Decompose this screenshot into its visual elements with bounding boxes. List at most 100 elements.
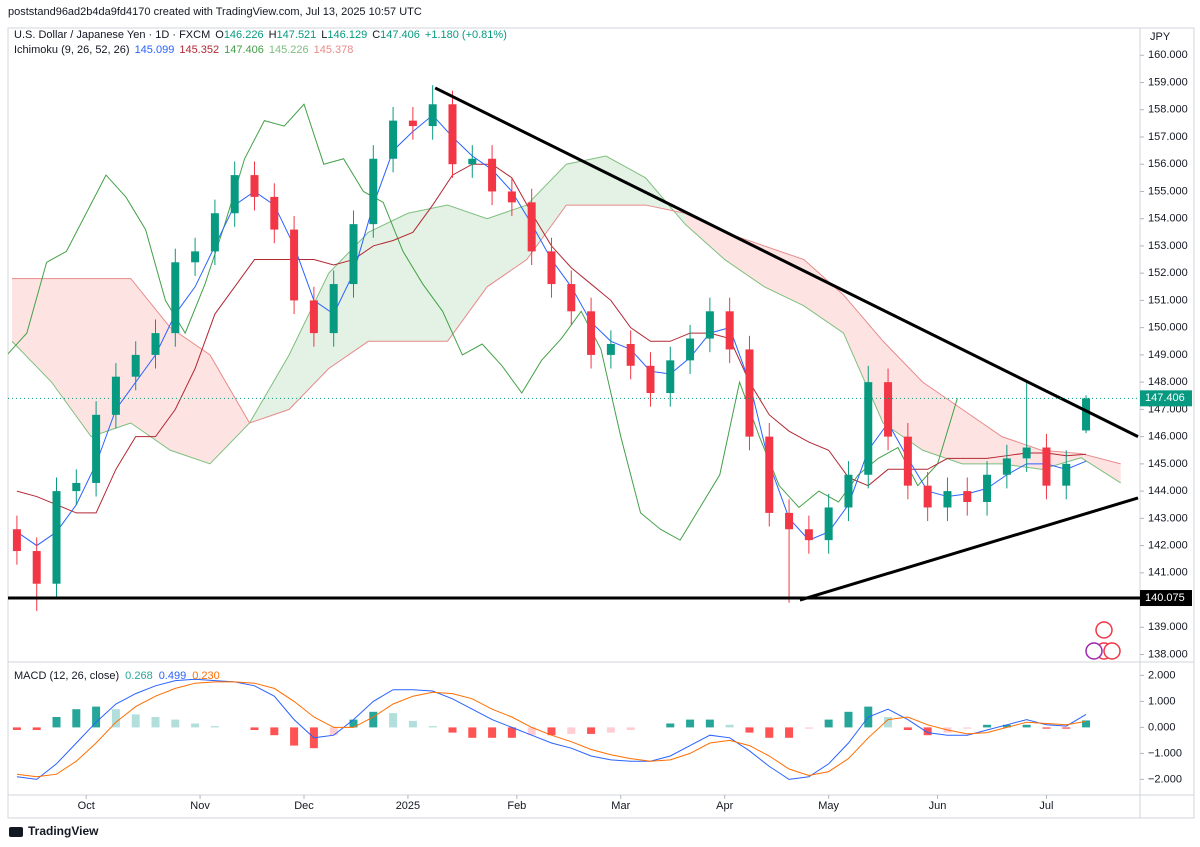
candle-body	[1062, 463, 1071, 486]
candle-body	[804, 529, 813, 541]
cloud-fill	[764, 245, 804, 306]
candle-body	[983, 474, 992, 502]
cloud-fill	[605, 156, 646, 206]
cloud-fill	[487, 205, 527, 287]
histogram-bar	[448, 727, 457, 733]
ohlc-label: C	[372, 29, 380, 41]
candle-body	[12, 529, 21, 552]
y-tick-label: 154.000	[1148, 213, 1188, 225]
histogram-bar	[210, 726, 219, 728]
y-tick-label: 157.000	[1148, 131, 1188, 143]
ohlc-label: H	[269, 29, 277, 41]
candle-body	[1022, 447, 1031, 459]
candle-body	[824, 507, 833, 541]
candle-body	[171, 262, 180, 334]
legend-price: U.S. Dollar / Japanese Yen · 1D · FXCM O1…	[14, 29, 507, 41]
macd-y-tick-label: 0.000	[1148, 721, 1176, 733]
histogram-bar	[903, 727, 912, 730]
histogram-bar	[1022, 724, 1031, 728]
histogram-bar	[369, 711, 378, 728]
macd-label: MACD (12, 26, close)	[14, 670, 119, 682]
candle-body	[1082, 398, 1091, 431]
y-tick-label: 153.000	[1148, 240, 1188, 252]
macd-y-tick-label: 2.000	[1148, 669, 1176, 681]
candle-body	[309, 300, 318, 334]
candle-body	[686, 338, 695, 361]
histogram-bar	[884, 717, 893, 728]
x-tick-label: Feb	[507, 800, 526, 812]
histogram-bar	[804, 727, 813, 729]
cloud-fill	[883, 341, 923, 451]
x-tick-label: Oct	[78, 800, 95, 812]
candle-body	[270, 196, 279, 230]
span-a	[11, 155, 1121, 484]
legend-ichimoku: Ichimoku (9, 26, 52, 26) 145.099 145.352 14…	[14, 44, 353, 56]
trend-line	[434, 86, 1139, 438]
ohlc-label: L	[321, 29, 327, 41]
histogram-bar	[1002, 724, 1011, 728]
candle-body	[725, 311, 734, 350]
histogram-bar	[488, 727, 497, 738]
last-price-label: 147.406	[1145, 392, 1185, 404]
histogram-bar	[606, 727, 615, 733]
candle-body	[626, 344, 635, 366]
candle-body	[587, 311, 596, 355]
histogram-bar	[72, 709, 81, 728]
candle-body	[369, 158, 378, 225]
histogram-bar	[507, 727, 516, 738]
trend-line	[799, 496, 1139, 602]
ichimoku-label: Ichimoku (9, 26, 52, 26)	[14, 44, 130, 56]
histogram-bar	[824, 719, 833, 728]
cloud-fill	[843, 294, 884, 423]
histogram-bar	[270, 727, 279, 736]
histogram-bar	[329, 727, 338, 736]
tenkan-value: 145.099	[135, 44, 175, 56]
histogram-bar	[32, 727, 41, 730]
ohlc-value: 147.406	[380, 29, 420, 41]
cloud-fill	[91, 278, 131, 437]
candle-body	[884, 382, 893, 437]
candle-body	[864, 382, 873, 475]
candle-body	[52, 491, 61, 584]
x-tick-label: Nov	[190, 800, 210, 812]
span-b	[11, 204, 1121, 465]
instrument: U.S. Dollar / Japanese Yen · 1D · FXCM	[14, 29, 210, 41]
histogram-bar	[587, 727, 596, 734]
histogram-bar	[745, 727, 754, 733]
macd-value: 0.499	[159, 670, 187, 682]
cloud-fill	[209, 354, 250, 464]
candle-body	[1042, 447, 1051, 486]
candle-body	[428, 104, 437, 127]
change: +1.180 (+0.81%)	[425, 29, 507, 41]
y-tick-label: 145.000	[1148, 458, 1188, 470]
histogram-bar	[12, 727, 21, 730]
cloud-fill	[51, 278, 92, 437]
candle-body	[923, 485, 932, 508]
signal-line	[16, 681, 1087, 778]
candle-body	[92, 414, 101, 483]
histogram-bar	[527, 727, 536, 736]
candle-body	[72, 482, 81, 492]
histogram-bar	[725, 724, 734, 728]
candle-body	[32, 551, 41, 584]
cloud-fill	[170, 327, 210, 464]
ohlc-value: 147.521	[277, 29, 317, 41]
macd-line	[16, 678, 1087, 780]
candle-body	[408, 120, 417, 127]
cloud-fill	[803, 259, 844, 334]
y-tick-label: 141.000	[1148, 567, 1188, 579]
chikou-value: 147.406	[224, 44, 264, 56]
candle-body	[507, 191, 516, 203]
candle-body	[468, 158, 477, 165]
y-tick-label: 148.000	[1148, 376, 1188, 388]
candle-body	[111, 376, 120, 415]
candle-body	[705, 311, 714, 339]
currency: JPY	[1150, 31, 1171, 43]
x-tick-label: May	[818, 800, 839, 812]
candle-body	[963, 491, 972, 502]
histogram-bar	[408, 720, 417, 728]
cloud-fill	[447, 205, 488, 342]
x-tick-label: Apr	[716, 800, 733, 812]
